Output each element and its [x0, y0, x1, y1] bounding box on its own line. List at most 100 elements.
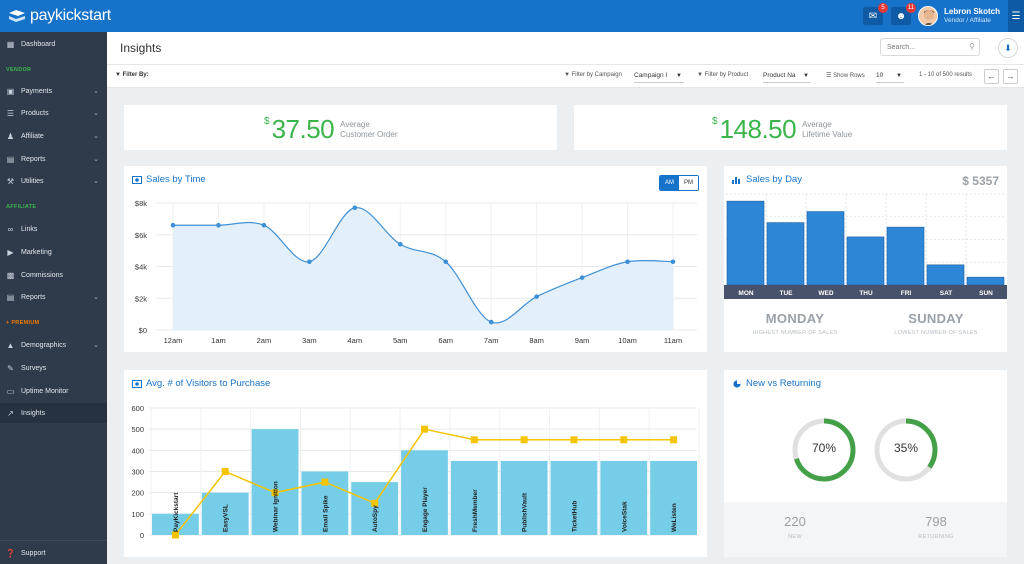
sales-by-day-chart: MON TUE WED THU FRI SAT SUN — [724, 193, 1007, 299]
sales-total: $ 5357 — [962, 174, 999, 188]
reports-icon: ▤ — [6, 154, 15, 164]
sidebar-item-demographics[interactable]: ▲ Demographics ⌄ — [0, 335, 107, 355]
hamburger-icon: ☰ — [1011, 10, 1021, 22]
sidebar-item-commissions[interactable]: ▩ Commissions — [0, 265, 107, 285]
day-bar — [966, 276, 1005, 286]
sidebar-item-marketing[interactable]: ▶ Marketing — [0, 242, 107, 262]
filter-by-label: ▼ Filter By: — [115, 72, 149, 78]
am-button[interactable]: AM — [660, 176, 679, 190]
rows-label: ☰ Show Rows — [826, 72, 865, 79]
avatar — [918, 6, 938, 26]
new-count: 220 — [784, 514, 806, 529]
affiliate-icon: ♟ — [6, 131, 15, 141]
x-tick-label: AutoSpy — [372, 505, 379, 532]
pm-button[interactable]: PM — [679, 176, 698, 190]
y-tick-label: $6k — [135, 231, 147, 240]
best-day-caption: HIGHEST NUMBER OF SALES — [752, 330, 838, 336]
sidebar-item-affiliate[interactable]: ♟ Affiliate ⌄ — [0, 126, 107, 146]
sidebar-item-reports[interactable]: ▤ Reports ⌄ — [0, 149, 107, 169]
sidebar-item-label: Reports — [21, 293, 46, 301]
visitors-card: Avg. # of Visitors to Purchase 0 100 200 30… — [124, 370, 707, 557]
money-icon — [132, 379, 142, 388]
sales-by-time-title-text: Sales by Time — [146, 174, 206, 185]
new-stat: 220 NEW — [755, 514, 835, 540]
day-bar — [806, 211, 845, 286]
app-logo[interactable]: paykickstart — [8, 6, 111, 26]
x-tick-label: 7am — [484, 336, 499, 345]
search-input[interactable] — [880, 38, 980, 56]
sidebar-item-links[interactable]: ∞ Links — [0, 219, 107, 239]
y-tick-label: $2k — [135, 294, 147, 303]
campaign-select[interactable]: Campaign I ▼ — [634, 69, 684, 83]
sales-by-day-title-text: Sales by Day — [746, 174, 802, 185]
sidebar-item-label: Products — [21, 109, 49, 117]
sidebar-item-label: Payments — [21, 87, 53, 95]
am-pm-toggle[interactable]: AM PM — [659, 175, 699, 191]
visitors-title: Avg. # of Visitors to Purchase — [132, 378, 270, 389]
users-button[interactable]: ☻ 11 — [891, 3, 916, 25]
x-tick-label: Email Spike — [322, 495, 329, 532]
x-tick-label: MON — [738, 290, 753, 297]
sales-point — [579, 275, 585, 280]
bar-chart-icon — [732, 176, 740, 184]
sales-point — [534, 294, 539, 299]
x-tick-label: FreshMember — [472, 489, 479, 532]
user-menu[interactable]: Lebron Skotch Vendor / Affiliate — [918, 0, 1000, 32]
sales-area-fill — [173, 207, 673, 330]
sidebar-item-products[interactable]: ☰ Products ⌄ — [0, 103, 107, 123]
support-icon: ❓ — [5, 548, 16, 558]
sales-point — [170, 222, 176, 228]
chevron-down-icon: ⌄ — [93, 110, 99, 117]
next-page-button[interactable]: → — [1003, 69, 1018, 84]
sidebar-item-affiliate-reports[interactable]: ▤ Reports ⌄ — [0, 287, 107, 307]
megaphone-icon: ▶ — [7, 247, 14, 257]
arrow-left-icon: ← — [987, 72, 996, 81]
x-tick-label: 5am — [393, 336, 408, 345]
chevron-down-icon: ⌄ — [93, 342, 99, 349]
visitor-point — [321, 478, 329, 486]
download-button[interactable]: ⬇ — [998, 38, 1018, 58]
day-bar — [886, 226, 925, 286]
arrow-right-icon: → — [1006, 72, 1015, 81]
product-select[interactable]: Product Na ▼ — [763, 69, 811, 83]
rows-select[interactable]: 10 ▼ — [876, 69, 904, 83]
visitor-point — [421, 425, 428, 433]
insights-icon: ↗ — [7, 408, 14, 418]
sidebar-item-support[interactable]: ❓ Support — [0, 543, 107, 563]
lifetime-label: Average Lifetime Value — [802, 120, 852, 138]
x-tick-label: 11am — [664, 336, 682, 345]
y-tick-label: $8k — [135, 199, 147, 208]
sidebar-item-utilities[interactable]: ⚒ Utilities ⌄ — [0, 171, 107, 191]
visitor-bar — [251, 429, 299, 535]
chevron-down-icon: ⌄ — [93, 133, 99, 140]
funnel-icon: ▼ — [564, 72, 570, 78]
sidebar-item-uptime-monitor[interactable]: ▭ Uptime Monitor — [0, 381, 107, 401]
worst-day-stat: SUNDAY LOWEST NUMBER OF SALES — [881, 311, 991, 336]
campaign-filter-label: ▼ Filter by Campaign — [564, 72, 622, 78]
sidebar-item-surveys[interactable]: ✎ Surveys — [0, 358, 107, 378]
page-header: Insights ⚲ ⬇ — [107, 32, 1024, 65]
hamburger-menu-button[interactable]: ☰ — [1008, 0, 1024, 32]
sales-point — [397, 241, 403, 247]
new-vs-returning-footer: 220 NEW 798 RETURNING — [724, 502, 1007, 557]
sidebar-item-label: Utilities — [21, 177, 44, 185]
avg-order-label: Average Customer Order — [340, 120, 397, 138]
sidebar-item-dashboard[interactable]: ▦ Dashboard — [0, 34, 107, 54]
sidebar-item-label: Affiliate — [21, 132, 44, 140]
sidebar-item-insights[interactable]: ↗ Insights — [0, 403, 107, 423]
messages-button[interactable]: ✉ 5 — [863, 3, 888, 25]
worst-day: SUNDAY — [908, 311, 964, 326]
product-select-value: Product Na — [763, 72, 796, 79]
x-tick-label: 2am — [257, 336, 272, 345]
sidebar-item-payments[interactable]: ▣ Payments ⌄ — [0, 81, 107, 101]
product-filter-label: ▼ Filter by Product — [697, 72, 748, 78]
day-axis-band — [724, 285, 1007, 299]
list-icon: ☰ — [826, 73, 832, 79]
y-tick-label: 100 — [131, 510, 144, 519]
visitors-chart: 0 100 200 300 400 500 600 PayKickstart EasyVSL We… — [131, 404, 700, 540]
avg-order-card: $ 37.50 Average Customer Order — [124, 105, 557, 150]
best-day-stat: MONDAY HIGHEST NUMBER OF SALES — [740, 311, 850, 336]
x-tick-label: WED — [818, 290, 833, 297]
x-tick-label: Engage Player — [422, 487, 429, 532]
previous-page-button[interactable]: ← — [984, 69, 999, 84]
